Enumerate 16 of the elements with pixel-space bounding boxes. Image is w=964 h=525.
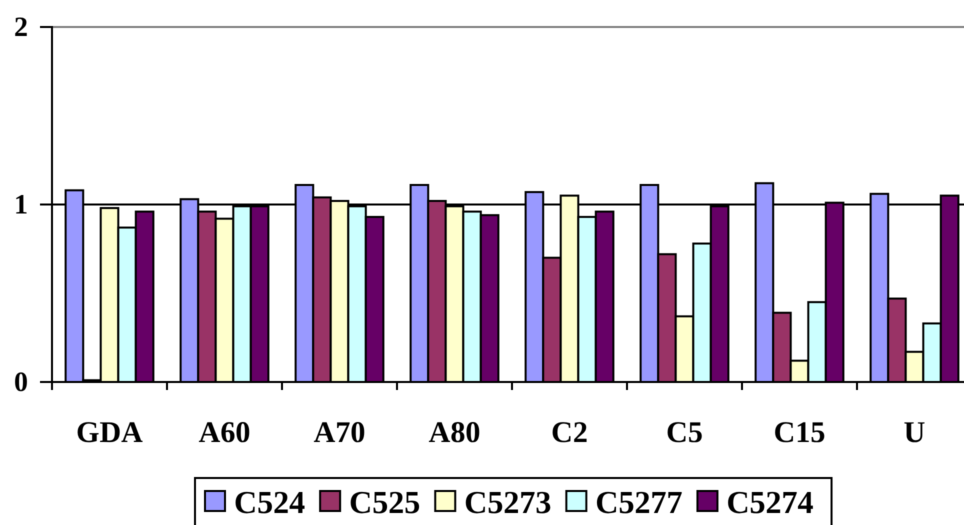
legend-label: C5273 (464, 484, 552, 520)
y-tick-label: 1 (14, 189, 28, 220)
legend-label: C5274 (726, 484, 814, 520)
x-tick-label: C2 (551, 416, 588, 449)
legend-label: C524 (234, 484, 306, 520)
y-tick-label: 0 (14, 366, 28, 398)
x-tick-label: GDA (76, 416, 144, 449)
y-tick-label: 2 (14, 12, 28, 43)
x-tick-label: U (904, 416, 926, 449)
x-tick-label: C15 (774, 416, 826, 449)
x-tick-label: A70 (314, 416, 366, 449)
x-tick-label: C5 (666, 416, 703, 449)
x-tick-label: A80 (428, 416, 480, 449)
legend-label: C5277 (595, 484, 682, 520)
x-tick-label: A60 (198, 416, 250, 449)
legend-label: C525 (349, 484, 420, 520)
